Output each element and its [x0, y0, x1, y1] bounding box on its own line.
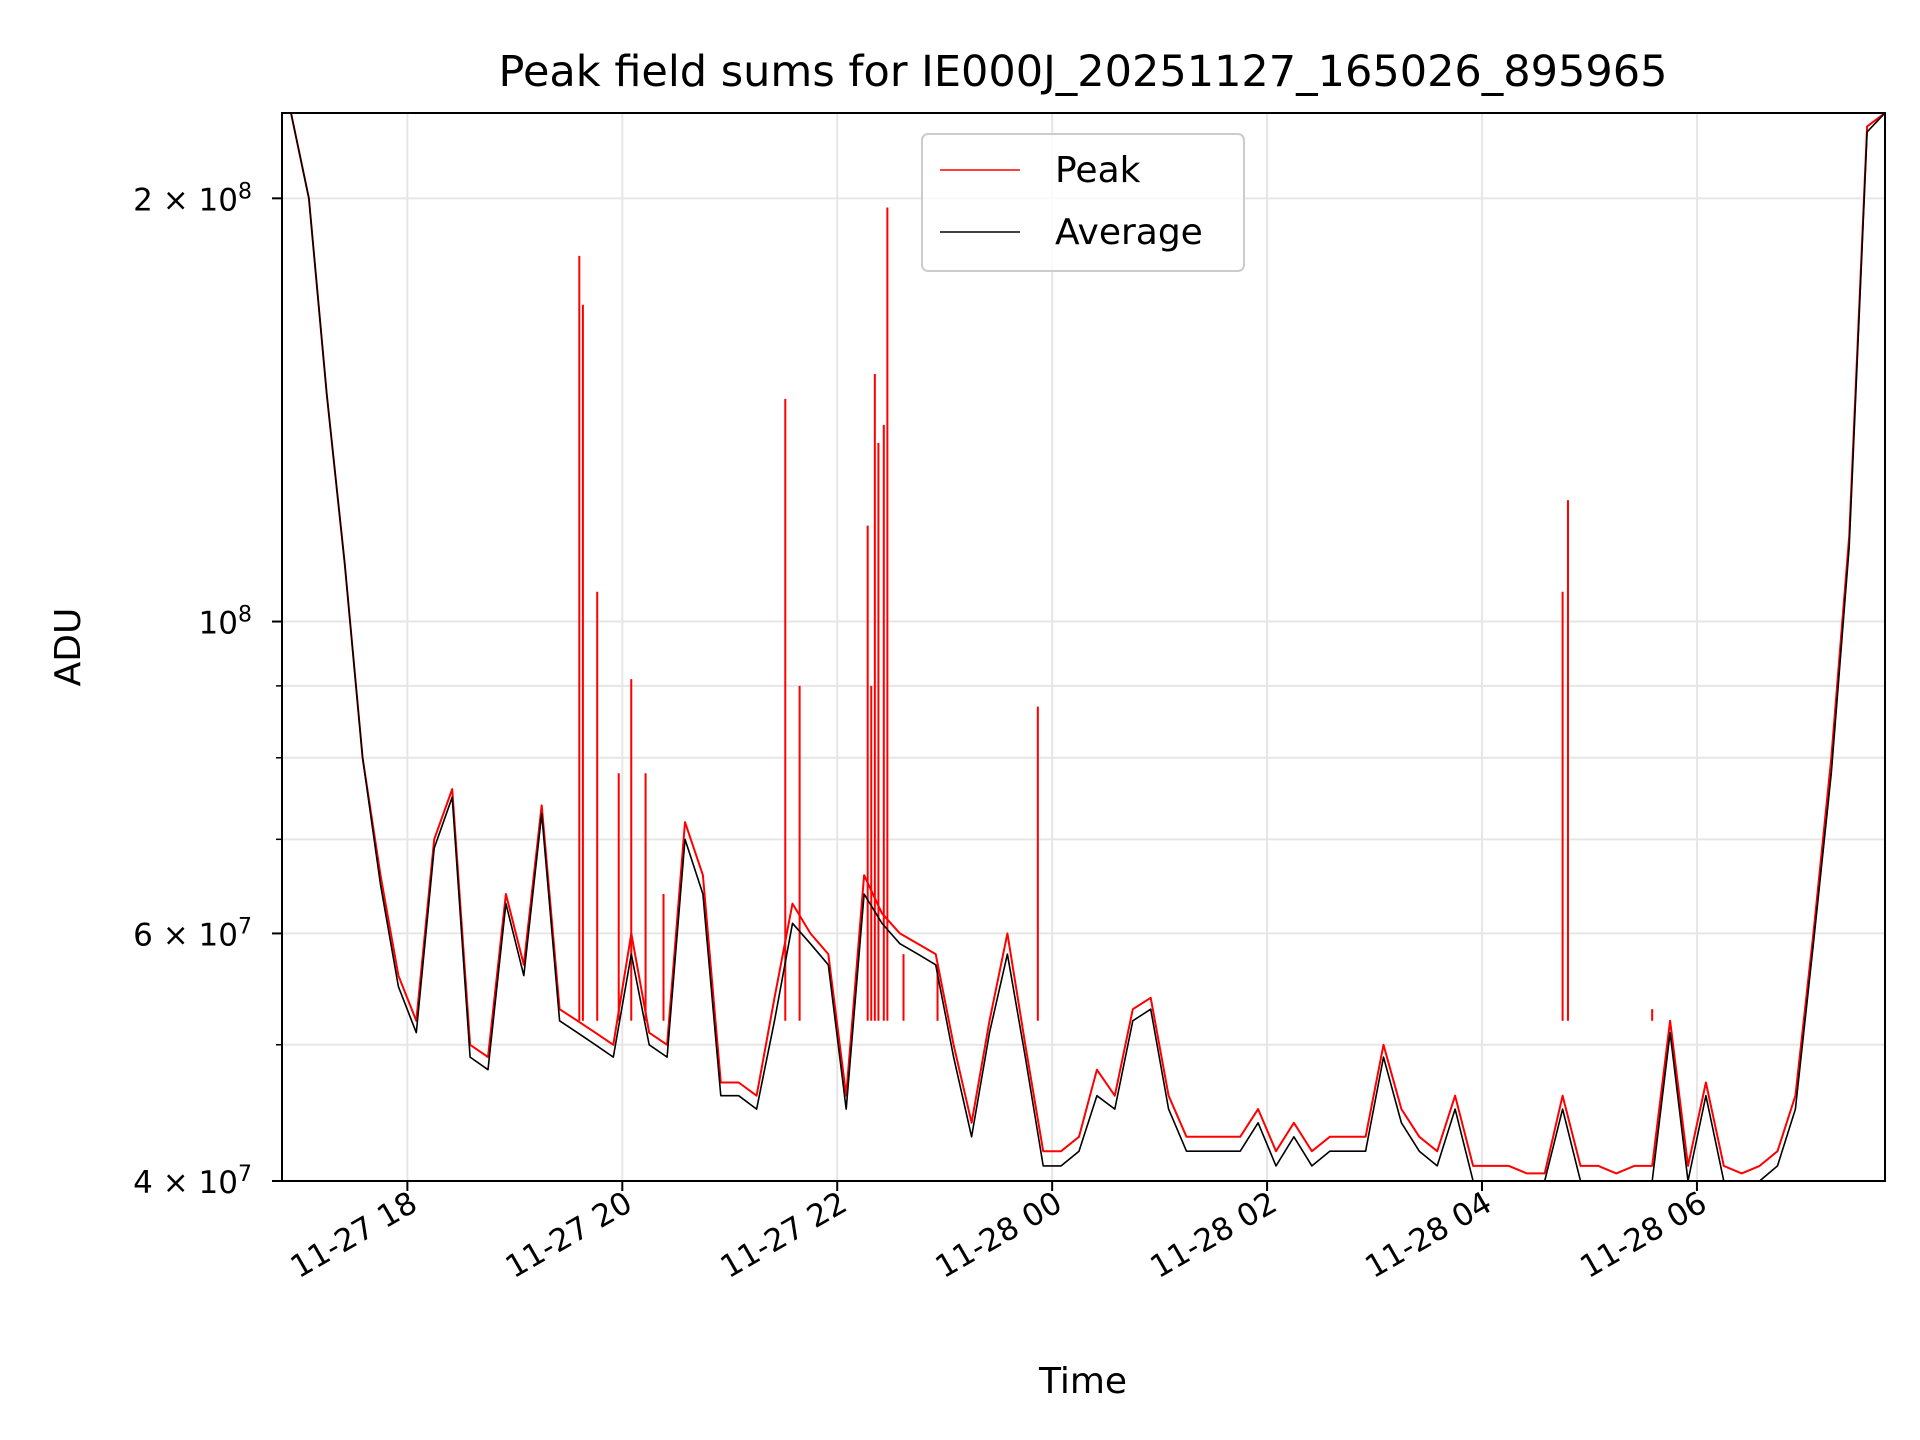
- plot-frame: [281, 112, 1886, 1182]
- legend-box: [921, 133, 1245, 272]
- legend-label-average: Average: [1055, 212, 1203, 253]
- y-tick-label: 2 × 108: [133, 179, 252, 219]
- y-axis-ticks: 2 × 108 108 6 × 107 4 × 107: [133, 179, 282, 1201]
- series-line-average: [290, 113, 1885, 1181]
- x-axis-label: Time: [1038, 1361, 1127, 1402]
- y-tick-label: 6 × 107: [133, 914, 252, 954]
- series-line-peak: [290, 113, 1885, 1175]
- y-axis-label: ADU: [48, 608, 89, 687]
- legend-label-peak: Peak: [1055, 150, 1141, 191]
- y-tick-label: 108: [199, 602, 252, 642]
- series-layer: [290, 113, 1885, 1181]
- legend: Peak Average: [921, 133, 1245, 272]
- y-tick-label: 4 × 107: [133, 1162, 252, 1202]
- chart-title: Peak field sums for IE000J_20251127_1650…: [499, 47, 1668, 97]
